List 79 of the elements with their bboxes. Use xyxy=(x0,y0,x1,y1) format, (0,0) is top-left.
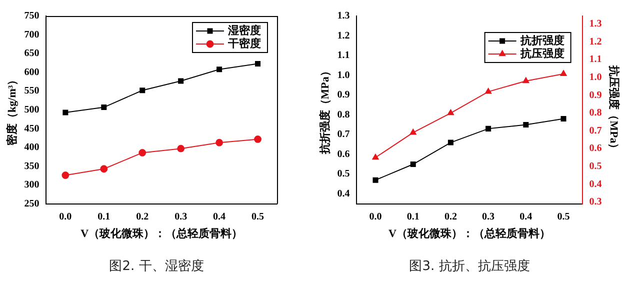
y2-tick-label: 1.1 xyxy=(589,54,602,66)
x-tick-label: 0.3 xyxy=(174,211,188,222)
point xyxy=(522,77,530,84)
y-tick-label: 750 xyxy=(24,10,40,22)
point xyxy=(448,140,454,146)
y2-tick-label: 0.5 xyxy=(589,160,602,172)
x-tick-label: 0.0 xyxy=(59,211,72,222)
point xyxy=(254,135,262,143)
y-tick-label: 1.2 xyxy=(337,30,350,42)
y-tick-label: 250 xyxy=(24,198,40,210)
y-tick-label: 0.4 xyxy=(337,188,350,200)
x-axis-title: V（玻化微珠）：（总轻质骨料） xyxy=(80,227,243,240)
y-tick-label: 1.3 xyxy=(337,10,350,22)
y2-tick-label: 0.8 xyxy=(589,108,602,119)
x-tick-label: 0.0 xyxy=(369,211,382,222)
y-tick-label: 450 xyxy=(24,123,40,134)
x-tick-label: 0.4 xyxy=(213,211,226,222)
point xyxy=(177,144,185,152)
y2-tick-label: 0.9 xyxy=(589,90,602,101)
y2-axis-title: 抗压强度（MPa） xyxy=(608,64,621,154)
point xyxy=(410,128,416,135)
point xyxy=(560,70,567,76)
y-tick-label: 0.8 xyxy=(337,109,350,120)
x-tick-label: 0.1 xyxy=(98,211,110,222)
legend-label: 抗折强度 xyxy=(519,34,564,47)
point xyxy=(523,122,529,128)
y2-tick-label: 1.3 xyxy=(589,18,602,30)
y-axis-title: 抗折强度（MPa） xyxy=(318,66,332,156)
y2-tick-label: 0.3 xyxy=(589,196,602,208)
y-tick-label: 700 xyxy=(24,29,40,40)
y2-tick-label: 0.6 xyxy=(589,143,602,154)
point xyxy=(101,104,107,110)
y2-tick-label: 0.7 xyxy=(589,125,602,136)
y2-tick-label: 0.4 xyxy=(589,178,602,190)
x-tick-label: 0.4 xyxy=(520,211,532,222)
y-tick-label: 400 xyxy=(24,142,40,154)
y-tick-label: 0.5 xyxy=(337,168,350,180)
point xyxy=(140,88,146,94)
point xyxy=(216,138,223,146)
point xyxy=(485,88,492,94)
y-tick-label: 1.1 xyxy=(337,50,350,62)
point xyxy=(255,60,261,66)
point xyxy=(178,78,184,84)
text: 图3. 抗折、抗压强度 xyxy=(408,258,531,275)
legend-label: 干密度 xyxy=(227,36,261,50)
point xyxy=(410,162,416,168)
y2-tick-label: 1.0 xyxy=(589,72,602,83)
y-tick-label: 0.9 xyxy=(337,90,350,101)
point xyxy=(100,165,108,173)
legend-label: 湿密度 xyxy=(227,24,261,37)
x-tick-label: 0.3 xyxy=(482,211,495,222)
y2-tick-label: 1.2 xyxy=(589,36,602,48)
point xyxy=(62,172,70,179)
point xyxy=(486,126,492,132)
y-tick-label: 500 xyxy=(24,104,40,116)
x-tick-label: 0.2 xyxy=(444,211,457,222)
point xyxy=(372,154,379,160)
point xyxy=(62,110,68,116)
y-tick-label: 0.7 xyxy=(337,129,350,140)
point xyxy=(447,109,454,116)
y-tick-label: 550 xyxy=(24,86,40,97)
text: 图2. 干、湿密度 xyxy=(108,258,205,275)
x-tick-label: 0.5 xyxy=(557,211,570,222)
x-tick-label: 0.5 xyxy=(252,211,264,222)
x-tick-label: 0.2 xyxy=(136,211,149,222)
y-tick-label: 300 xyxy=(24,180,40,191)
point xyxy=(216,66,222,72)
y-axis-title: 密度（kg/m³） xyxy=(5,74,18,146)
x-tick-label: 0.1 xyxy=(406,211,420,222)
legend-label: 抗压强度 xyxy=(519,46,564,60)
point xyxy=(372,177,378,183)
point xyxy=(138,149,146,156)
y-tick-label: 650 xyxy=(24,48,40,60)
point xyxy=(560,116,566,122)
x-axis-title: V（玻化微珠）：（总轻质骨料） xyxy=(388,227,550,240)
y-tick-label: 1.0 xyxy=(337,70,350,81)
y-tick-label: 0.6 xyxy=(337,148,350,160)
y-tick-label: 350 xyxy=(24,160,40,172)
y-tick-label: 600 xyxy=(24,66,40,78)
